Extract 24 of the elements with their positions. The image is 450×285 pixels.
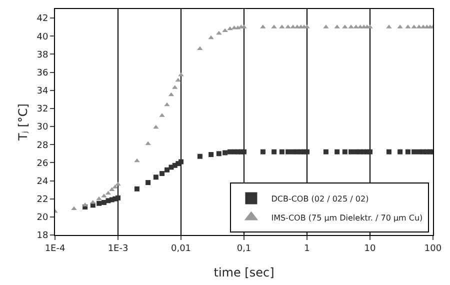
y-tick-label: 42 — [36, 14, 48, 24]
x-tick-label: 10 — [364, 244, 376, 254]
y-tick-label: 36 — [36, 68, 48, 78]
x-tick-label: 1E-3 — [108, 244, 128, 254]
x-tick-label: 0,1 — [236, 244, 252, 254]
y-tick-label: 38 — [36, 50, 48, 60]
y-tick-label: 22 — [36, 194, 48, 205]
legend-label: DCB-COB (02 / 025 / 02) — [271, 194, 369, 204]
y-axis-title: Tⱼ [°C] — [16, 104, 30, 142]
legend-label: IMS-COB (75 µm Dielektr. / 70 µm Cu) — [271, 213, 423, 222]
y-tick-label: 24 — [36, 176, 48, 187]
y-tick-label: 32 — [36, 104, 48, 115]
y-tick-label: 34 — [36, 86, 48, 97]
y-tick-label: 26 — [36, 158, 48, 169]
x-tick-label: 1 — [304, 244, 310, 254]
x-tick-label: 100 — [424, 244, 442, 254]
y-tick-label: 40 — [36, 32, 48, 42]
y-tick-label: 20 — [36, 213, 48, 224]
y-tick-label: 28 — [36, 140, 48, 151]
y-tick-label: 30 — [36, 122, 48, 133]
x-tick-label: 1E-4 — [44, 244, 66, 254]
x-axis-title: time [sec] — [214, 266, 274, 280]
y-tick-label: 18 — [36, 231, 48, 242]
x-tick-label: 0,01 — [170, 244, 192, 254]
